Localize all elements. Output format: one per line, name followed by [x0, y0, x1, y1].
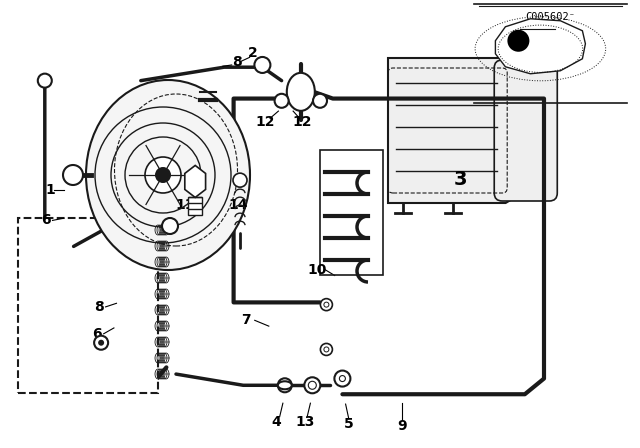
- Text: 3: 3: [454, 170, 468, 189]
- Circle shape: [339, 375, 346, 382]
- Text: 13: 13: [295, 415, 314, 429]
- Circle shape: [324, 347, 329, 352]
- Circle shape: [254, 57, 270, 73]
- Bar: [320, 150, 383, 275]
- Bar: [188, 198, 202, 215]
- Text: 8: 8: [94, 300, 104, 314]
- Circle shape: [321, 299, 332, 310]
- Ellipse shape: [86, 80, 250, 270]
- Circle shape: [324, 302, 329, 307]
- Circle shape: [94, 336, 108, 350]
- Ellipse shape: [278, 381, 292, 389]
- Circle shape: [278, 378, 292, 392]
- Circle shape: [508, 30, 529, 52]
- Circle shape: [98, 340, 104, 346]
- Polygon shape: [388, 58, 556, 203]
- Text: 10: 10: [307, 263, 326, 277]
- Text: 9: 9: [397, 418, 407, 433]
- Text: 1: 1: [45, 183, 55, 198]
- Circle shape: [63, 165, 83, 185]
- Text: 6: 6: [92, 327, 102, 341]
- Circle shape: [321, 344, 332, 355]
- Polygon shape: [185, 165, 205, 198]
- Text: 12: 12: [292, 115, 312, 129]
- Text: 4: 4: [271, 415, 282, 429]
- Circle shape: [335, 370, 351, 387]
- Text: 5: 5: [344, 417, 354, 431]
- Text: 6: 6: [41, 213, 51, 228]
- Circle shape: [308, 381, 316, 389]
- FancyBboxPatch shape: [494, 60, 557, 201]
- Circle shape: [155, 167, 171, 183]
- Circle shape: [313, 94, 327, 108]
- Polygon shape: [495, 19, 586, 74]
- Circle shape: [233, 173, 247, 187]
- Ellipse shape: [287, 73, 315, 111]
- Text: 7: 7: [241, 313, 252, 327]
- Text: 11: 11: [176, 198, 195, 212]
- Circle shape: [145, 157, 181, 193]
- Circle shape: [38, 73, 52, 88]
- Circle shape: [305, 377, 321, 393]
- Circle shape: [275, 94, 289, 108]
- Text: 12: 12: [256, 115, 275, 129]
- Text: 8: 8: [232, 55, 242, 69]
- Text: C005602⁻: C005602⁻: [525, 13, 575, 22]
- Circle shape: [162, 218, 178, 234]
- Text: 2: 2: [248, 46, 258, 60]
- Bar: [18, 218, 158, 393]
- Text: 14: 14: [228, 198, 248, 212]
